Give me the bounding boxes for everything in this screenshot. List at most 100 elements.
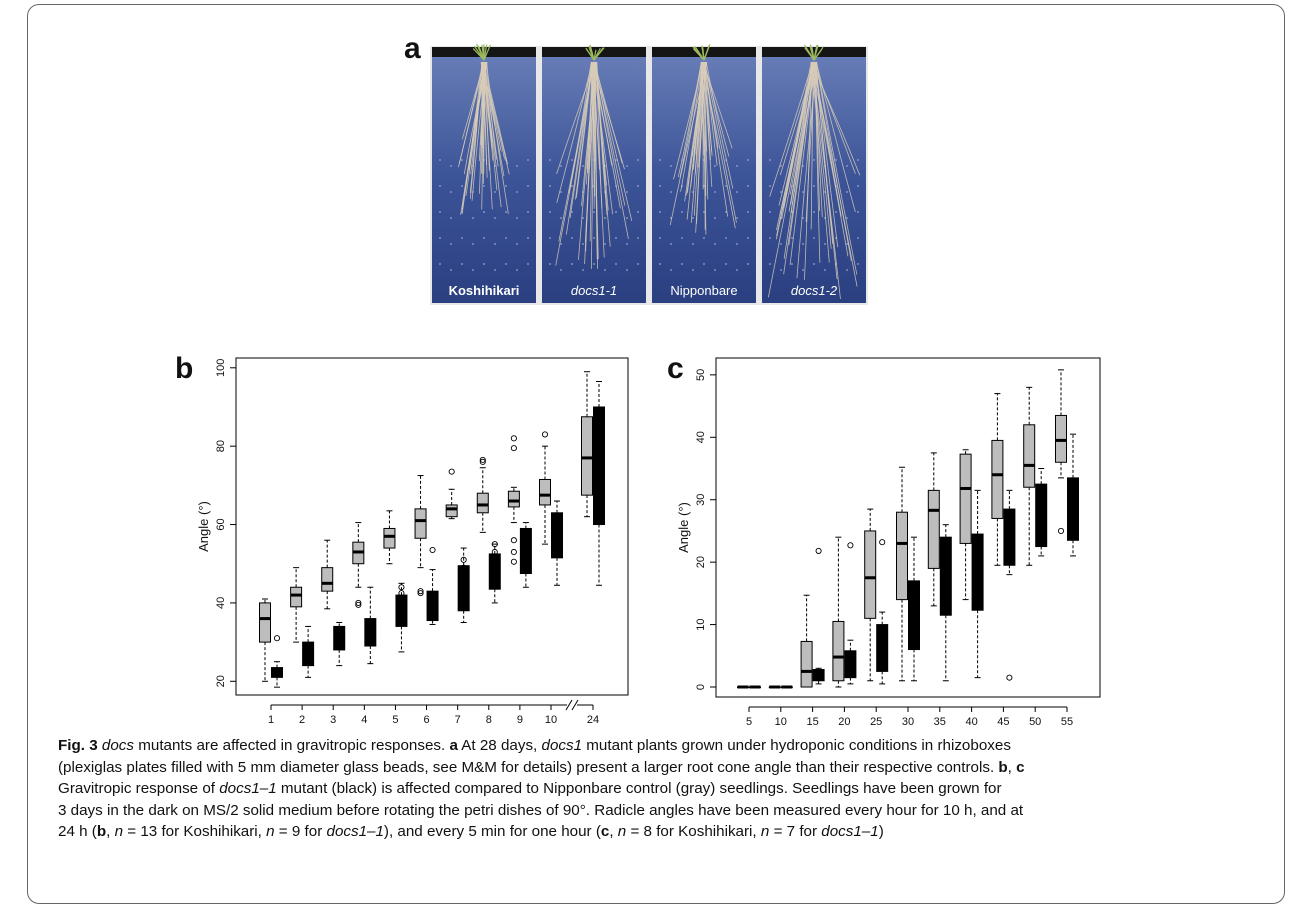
- bead-dot: [472, 243, 474, 245]
- bead-dot: [604, 243, 606, 245]
- bead-dot: [813, 237, 815, 239]
- bead-dot: [516, 217, 518, 219]
- y-tick-label: 100: [215, 359, 227, 377]
- bead-dot: [747, 237, 749, 239]
- caption-line: 24 h (b, n = 13 for Koshihikari, n = 9 f…: [58, 821, 1025, 843]
- outlier: [1007, 675, 1012, 680]
- bead-dot: [571, 237, 573, 239]
- x-tick-label: 15: [806, 716, 818, 728]
- bead-dot: [439, 237, 441, 239]
- y-axis-title: Angle (°): [676, 502, 691, 553]
- caption-text: Fig. 3: [58, 737, 98, 754]
- bead-dot: [714, 243, 716, 245]
- bead-dot: [593, 263, 595, 265]
- caption-text: ), and every 5 min for one hour (: [384, 823, 601, 840]
- box: [1036, 484, 1047, 546]
- bead-dot: [769, 237, 771, 239]
- caption-text: b: [97, 823, 106, 840]
- caption-line: 3 days in the dark on MS/2 solid medium …: [58, 800, 1025, 822]
- bead-dot: [780, 191, 782, 193]
- bead-dot: [725, 237, 727, 239]
- x-tick-label: 25: [870, 716, 882, 728]
- bead-dot: [637, 159, 639, 161]
- outlier: [449, 469, 454, 474]
- caption-text: 3 days in the dark on MS/2 solid medium …: [58, 802, 1023, 819]
- x-tick-label: 55: [1061, 716, 1073, 728]
- bead-dot: [582, 165, 584, 167]
- caption-text: 24 h (: [58, 823, 97, 840]
- bead-dot: [835, 159, 837, 161]
- caption-text: ,: [609, 823, 617, 840]
- bead-dot: [703, 237, 705, 239]
- bead-dot: [450, 269, 452, 271]
- bead-dot: [670, 165, 672, 167]
- bead-dot: [780, 269, 782, 271]
- panel-label: a: [404, 32, 421, 65]
- bead-dot: [692, 243, 694, 245]
- bead-dot: [659, 263, 661, 265]
- box: [520, 528, 531, 573]
- outlier: [511, 549, 516, 554]
- caption-text: (plexiglas plates filled with 5 mm diame…: [58, 759, 998, 776]
- bead-dot: [780, 165, 782, 167]
- bead-dot: [560, 191, 562, 193]
- bead-dot: [769, 211, 771, 213]
- x-tick-label: 30: [902, 716, 914, 728]
- bead-dot: [483, 185, 485, 187]
- bead-dot: [681, 211, 683, 213]
- bead-dot: [571, 159, 573, 161]
- box: [1004, 509, 1015, 565]
- outlier: [430, 547, 435, 552]
- bead-dot: [439, 185, 441, 187]
- caption-text: mutant (black) is affected compared to N…: [277, 780, 1002, 797]
- bead-dot: [527, 237, 529, 239]
- bead-dot: [813, 185, 815, 187]
- bead-dot: [813, 159, 815, 161]
- caption-text: ,: [1008, 759, 1016, 776]
- box: [833, 621, 844, 680]
- x-tick-label: 3: [330, 714, 336, 726]
- bead-dot: [483, 211, 485, 213]
- box: [540, 479, 551, 504]
- bead-dot: [747, 185, 749, 187]
- bead-dot: [582, 217, 584, 219]
- box: [992, 440, 1003, 518]
- bead-dot: [681, 237, 683, 239]
- caption-text: mutant plants grown under hydroponic con…: [582, 737, 1011, 754]
- bead-dot: [582, 243, 584, 245]
- figure-caption: Fig. 3 docs mutants are affected in grav…: [58, 735, 1025, 843]
- bead-dot: [802, 191, 804, 193]
- bead-dot: [615, 211, 617, 213]
- box: [322, 568, 333, 592]
- caption-text: = 7 for: [769, 823, 821, 840]
- box: [1068, 478, 1079, 540]
- bead-dot: [516, 243, 518, 245]
- bead-dot: [483, 237, 485, 239]
- bead-dot: [439, 211, 441, 213]
- outlier: [511, 446, 516, 451]
- bead-dot: [813, 211, 815, 213]
- bead-dot: [505, 211, 507, 213]
- bead-dot: [516, 191, 518, 193]
- bead-dot: [736, 191, 738, 193]
- bead-dot: [549, 237, 551, 239]
- bead-dot: [769, 263, 771, 265]
- bead-dot: [604, 269, 606, 271]
- x-tick-label: 10: [775, 716, 787, 728]
- x-tick-label: 2: [299, 714, 305, 726]
- x-tick-label: 40: [965, 716, 977, 728]
- bead-dot: [714, 165, 716, 167]
- plant-label: Nipponbare: [670, 283, 737, 298]
- bead-dot: [472, 269, 474, 271]
- caption-text: ): [879, 823, 884, 840]
- bead-dot: [560, 165, 562, 167]
- bead-dot: [659, 185, 661, 187]
- bead-dot: [626, 191, 628, 193]
- x-tick-label: 5: [392, 714, 398, 726]
- bead-dot: [626, 165, 628, 167]
- bead-dot: [615, 237, 617, 239]
- panel-label: b: [175, 352, 193, 385]
- bead-dot: [725, 185, 727, 187]
- bead-dot: [670, 243, 672, 245]
- x-tick-label: 7: [455, 714, 461, 726]
